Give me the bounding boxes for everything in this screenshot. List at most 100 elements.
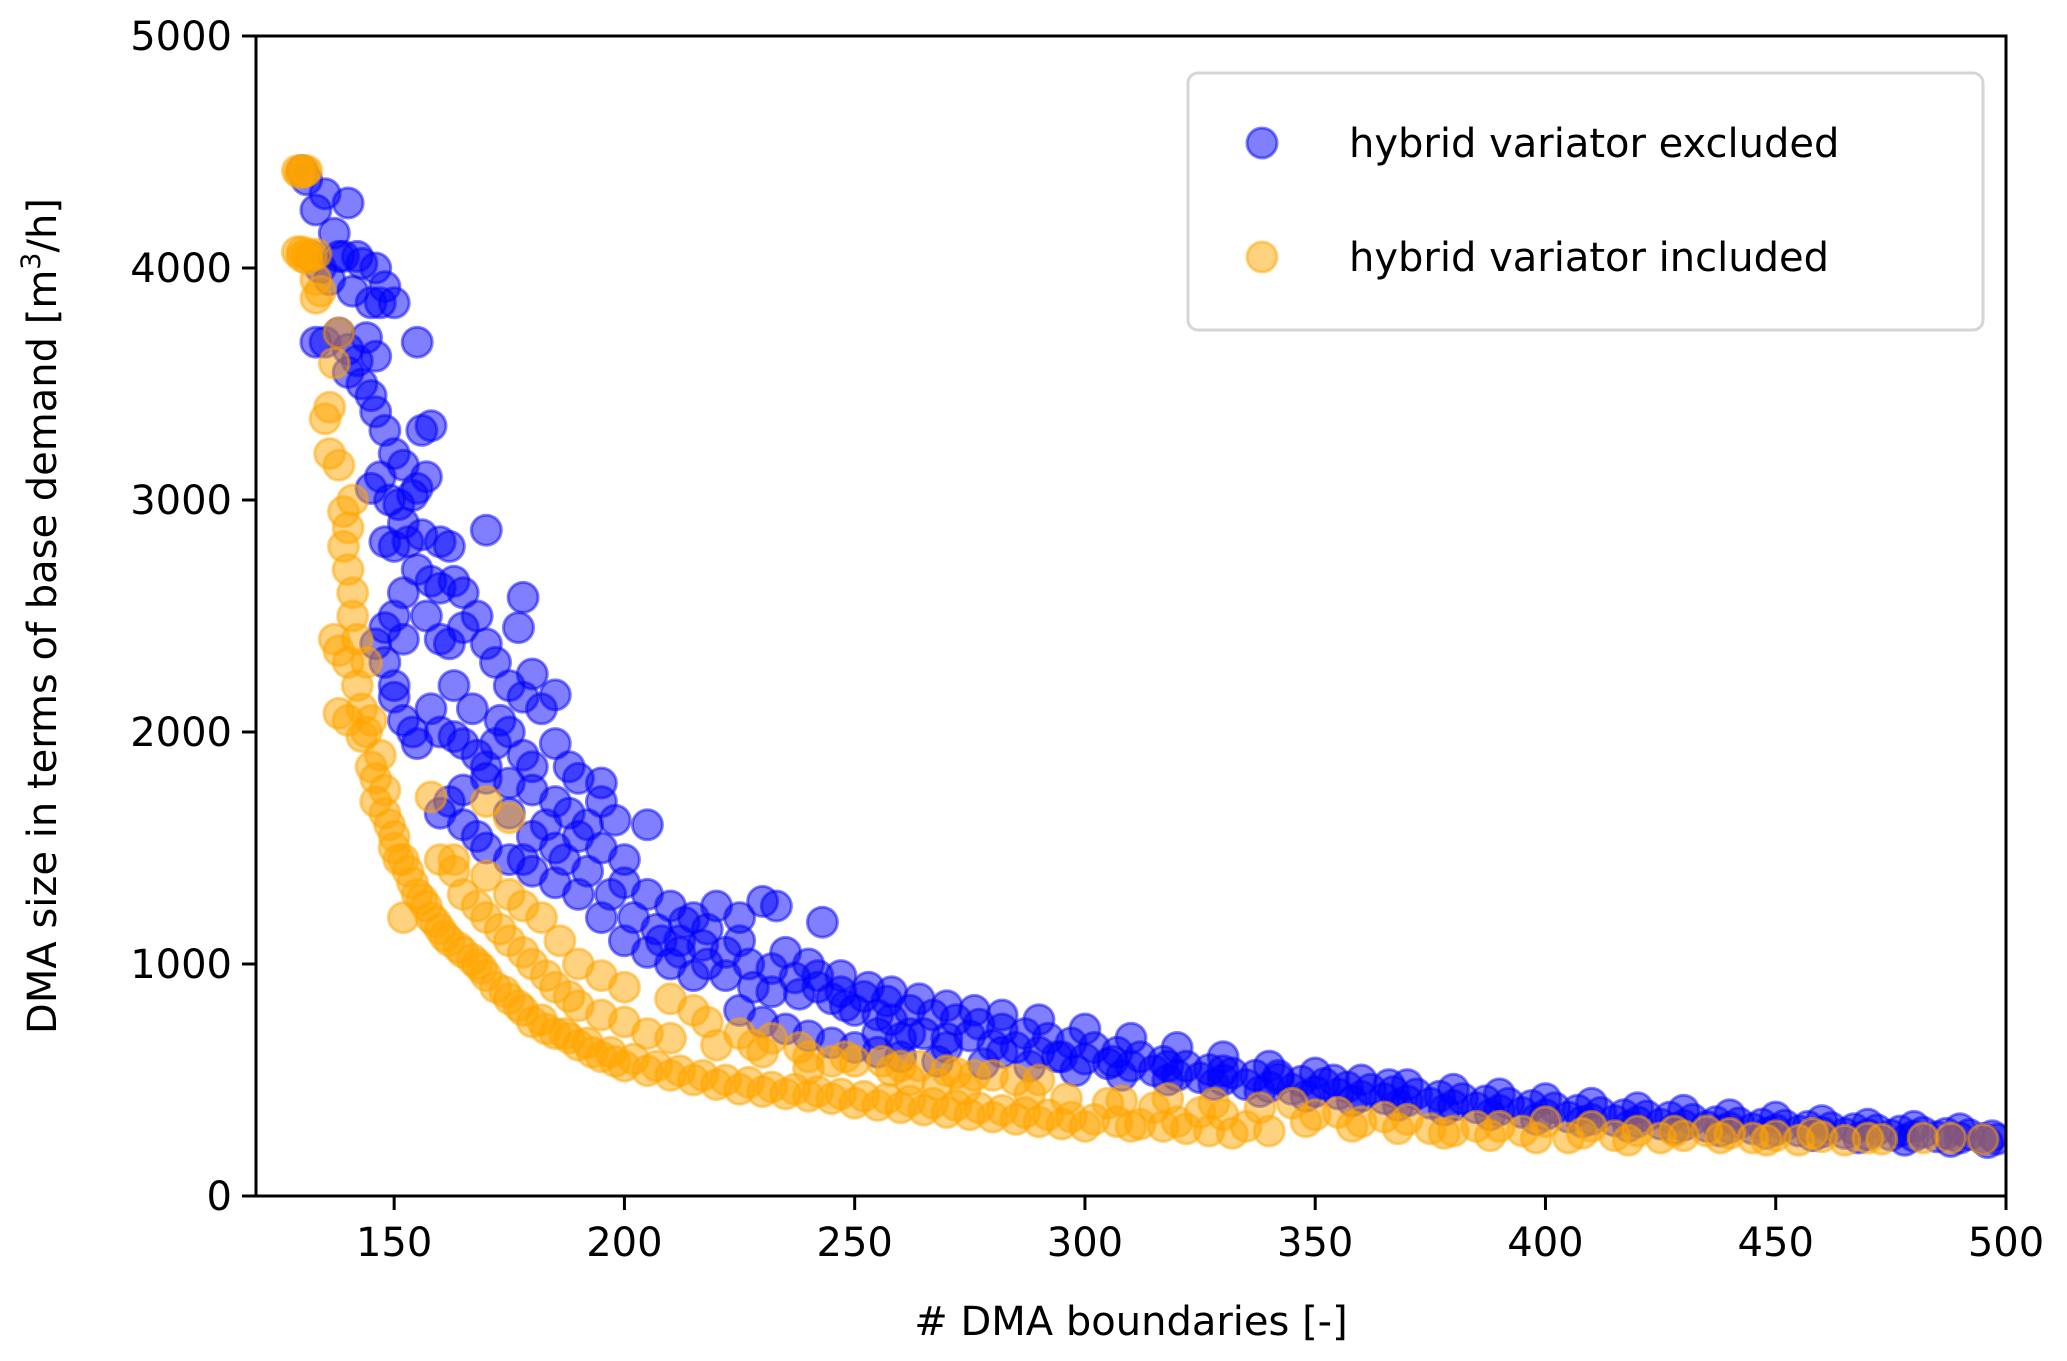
- y-tick-label: 4000: [130, 246, 232, 292]
- y-axis-label-superscript: 3: [16, 253, 47, 270]
- data-point: [331, 186, 365, 220]
- data-point: [571, 854, 605, 888]
- x-tick-label: 300: [1047, 1220, 1123, 1266]
- data-point: [1243, 1091, 1277, 1125]
- data-point: [829, 1040, 862, 1074]
- data-point: [759, 889, 793, 923]
- data-point: [1151, 1082, 1185, 1116]
- data-point: [1750, 1123, 1783, 1157]
- data-point: [483, 703, 517, 737]
- data-point: [1050, 1082, 1083, 1116]
- data-point: [350, 715, 383, 749]
- y-tick-label: 5000: [130, 14, 232, 60]
- data-point: [1906, 1121, 1940, 1155]
- data-point: [525, 901, 558, 935]
- data-point: [350, 645, 383, 679]
- x-tick-label: 400: [1507, 1220, 1583, 1266]
- x-tick-label: 200: [586, 1220, 662, 1266]
- data-point: [875, 975, 908, 1009]
- data-point: [805, 905, 839, 939]
- data-point: [359, 761, 393, 795]
- data-point: [985, 998, 1019, 1032]
- data-point: [607, 970, 641, 1004]
- data-point: [598, 803, 632, 837]
- legend-label-excluded: hybrid variator excluded: [1349, 121, 1839, 167]
- data-point: [1105, 1084, 1139, 1118]
- data-point: [455, 692, 489, 726]
- data-point: [902, 1049, 936, 1083]
- data-point: [930, 989, 964, 1023]
- data-point: [469, 785, 503, 819]
- data-point: [1317, 1063, 1351, 1097]
- data-point: [308, 402, 342, 436]
- data-point: [1040, 1040, 1074, 1074]
- data-point: [437, 843, 471, 877]
- data-point: [469, 513, 503, 547]
- data-point: [1022, 1003, 1056, 1037]
- x-tick-label: 450: [1738, 1220, 1814, 1266]
- data-point: [529, 808, 563, 842]
- data-point: [1096, 1044, 1130, 1078]
- data-point: [414, 780, 448, 814]
- data-point: [1427, 1116, 1461, 1150]
- data-point: [594, 877, 628, 911]
- legend: hybrid variator excluded hybrid variator…: [1186, 71, 1985, 332]
- data-point: [469, 859, 503, 893]
- data-point: [502, 611, 535, 645]
- legend-marker-included: [1245, 240, 1279, 274]
- data-point: [1206, 1054, 1240, 1088]
- data-point: [465, 952, 499, 986]
- data-point: [865, 1044, 899, 1078]
- data-point: [1372, 1068, 1406, 1102]
- y-axis-label: DMA size in terms of base demand [m3/h]: [16, 198, 66, 1034]
- data-point: [1704, 1121, 1737, 1155]
- data-point: [1068, 1012, 1102, 1046]
- x-tick-label: 500: [1968, 1220, 2044, 1266]
- axes-frame: [254, 34, 2008, 1198]
- data-point: [630, 808, 664, 842]
- data-point: [414, 409, 448, 443]
- data-point: [654, 1021, 687, 1055]
- data-point: [327, 495, 360, 529]
- data-point: [317, 346, 351, 380]
- data-point: [1934, 1121, 1968, 1155]
- data-point: [902, 982, 936, 1016]
- data-point: [792, 947, 826, 981]
- data-point: [1519, 1121, 1553, 1155]
- data-point: [377, 286, 411, 320]
- data-point: [287, 155, 321, 189]
- data-point: [1197, 1086, 1231, 1120]
- legend-label-included: hybrid variator included: [1349, 235, 1829, 281]
- data-point: [1796, 1116, 1830, 1150]
- data-point: [1215, 1116, 1249, 1150]
- y-tick-label: 3000: [130, 478, 232, 524]
- x-tick-label: 150: [356, 1220, 432, 1266]
- legend-box: [1186, 71, 1985, 332]
- data-point: [1335, 1109, 1369, 1143]
- y-axis-label-main: DMA size in terms of base demand [m: [20, 270, 66, 1034]
- series-included: [280, 154, 2000, 1157]
- y-tick-label: 0: [207, 1174, 232, 1220]
- y-axis-label-end: /h]: [20, 198, 66, 252]
- data-point: [313, 437, 347, 471]
- y-tick-label: 1000: [130, 942, 232, 988]
- data-point: [409, 599, 443, 633]
- x-axis-label: # DMA boundaries [-]: [914, 1299, 1347, 1345]
- data-point: [1865, 1122, 1899, 1156]
- data-point: [492, 801, 526, 835]
- y-axis-ticks: 0 1000 2000 3000 4000 5000: [130, 14, 256, 1220]
- x-tick-label: 350: [1277, 1220, 1353, 1266]
- data-point: [1381, 1112, 1415, 1146]
- data-point: [543, 924, 577, 958]
- y-tick-label: 2000: [130, 710, 232, 756]
- data-point: [1151, 1049, 1185, 1083]
- data-point: [1828, 1123, 1862, 1157]
- data-point: [957, 993, 991, 1027]
- data-point: [359, 339, 393, 373]
- data-point: [1289, 1105, 1323, 1139]
- data-point: [382, 488, 416, 522]
- data-point: [1261, 1058, 1295, 1092]
- data-point: [299, 281, 333, 315]
- data-point: [1013, 1077, 1047, 1111]
- data-point: [437, 669, 471, 703]
